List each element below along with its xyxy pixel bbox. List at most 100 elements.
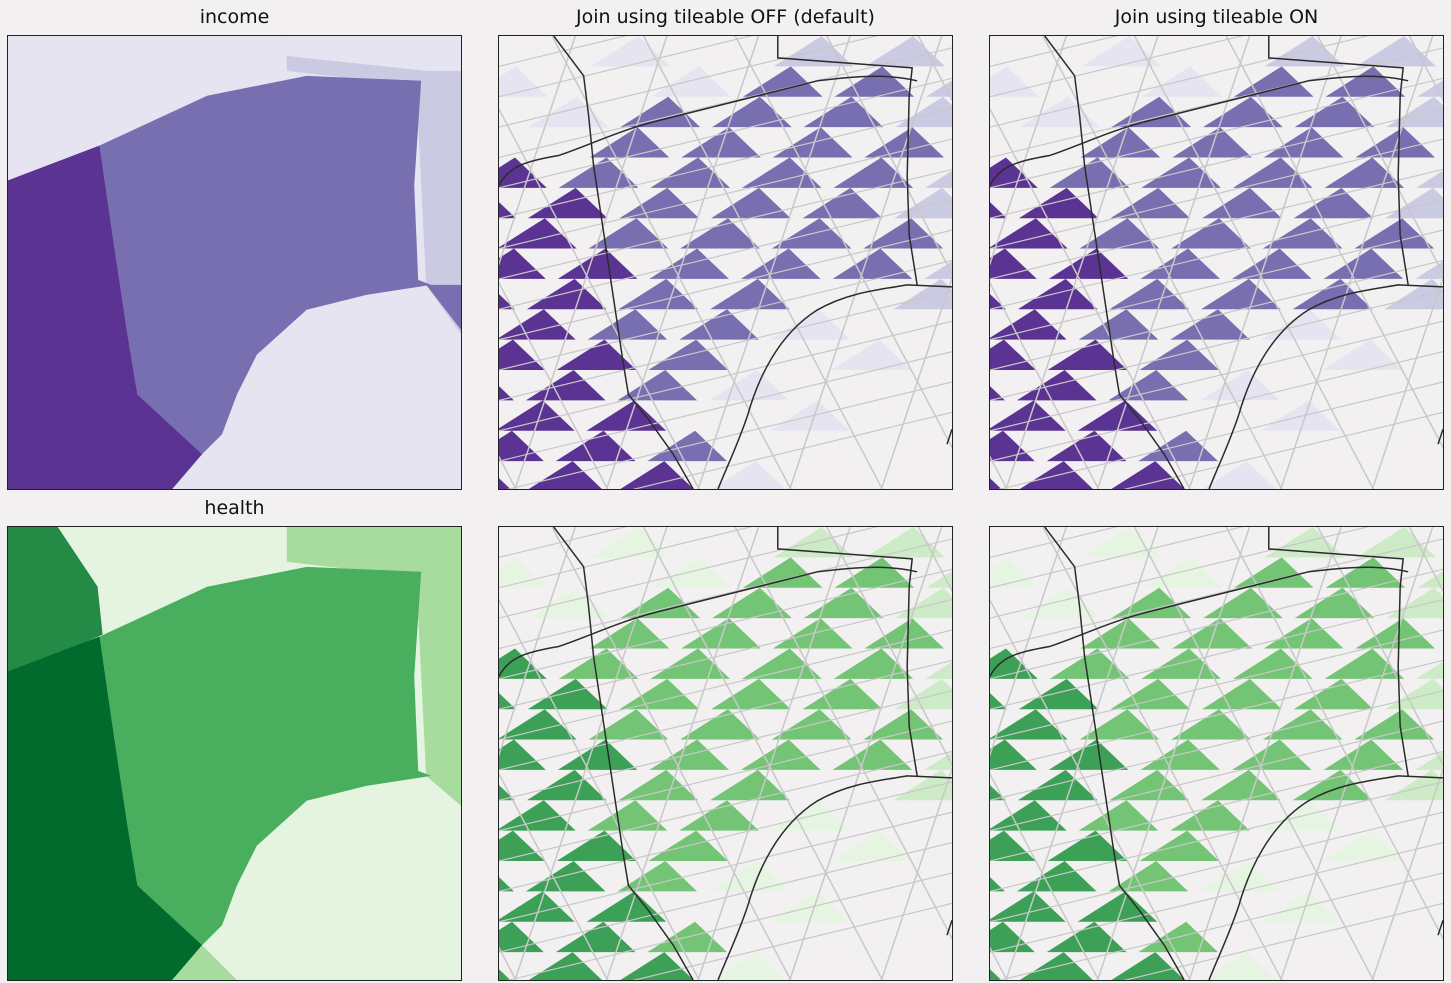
health-on-tile: [1047, 830, 1128, 862]
income-on-grid-line: [1188, 36, 1342, 489]
health-off-grid-line: [499, 772, 609, 980]
health-on-grid-line: [990, 527, 1119, 558]
income-on-road-line: [1044, 36, 1185, 489]
income-region-center: [99, 75, 432, 455]
income-off-tile: [620, 461, 694, 489]
income-off-tile: [557, 248, 638, 279]
health-on-tile: [1322, 830, 1403, 862]
health-on-tile: [1260, 891, 1341, 922]
health-off-tile: [499, 709, 577, 740]
income-off-tile: [711, 461, 786, 489]
health-on-tile: [1294, 587, 1375, 619]
health-off-tile: [525, 861, 606, 892]
health-off-tile: [527, 678, 608, 710]
health-on-grid-line: [990, 629, 1443, 741]
health-on-tile: [1172, 618, 1252, 649]
health-off-grid-line: [499, 568, 952, 680]
income-off-tile: [499, 339, 545, 371]
health-join-off-map: [498, 526, 953, 981]
income-off-road-line: [717, 284, 952, 489]
income-off-tile: [769, 400, 850, 431]
income-off-tile: [712, 96, 792, 128]
income-on-tile: [1356, 36, 1437, 67]
income-off-tile: [587, 309, 668, 340]
income-on-tile: [990, 339, 1036, 371]
health-off-road-line: [946, 920, 952, 936]
income-on-grid-line: [990, 281, 1100, 489]
health-off-tile: [555, 921, 636, 953]
health-off-tile: [499, 739, 546, 770]
health-off-tile: [802, 678, 883, 710]
income-off-tile: [619, 187, 700, 219]
health-on-grid-line: [990, 568, 1443, 680]
join-off-title: Join using tileable OFF (default): [576, 6, 875, 28]
health-off-road-line: [777, 527, 918, 777]
income-on-tile: [1109, 278, 1190, 310]
health-on-tile: [1291, 861, 1372, 892]
health-on-tile: [1169, 891, 1249, 922]
health-on-tile: [1017, 769, 1098, 801]
income-off-grid-line: [506, 381, 952, 489]
income-off-tile: [862, 309, 943, 340]
health-off-grid-line: [499, 811, 952, 923]
income-off-grid-line: [551, 36, 792, 489]
income-on-tile: [1111, 96, 1192, 128]
health-off-tile: [739, 830, 820, 862]
income-on-grid-line: [997, 381, 1443, 489]
health-off-grid-line: [514, 527, 668, 980]
health-off-tile: [801, 769, 882, 801]
income-on-road-line: [1437, 429, 1443, 445]
income-off-tile: [710, 278, 790, 310]
income-on-grid-line: [1280, 36, 1434, 489]
health-on-grid-line: [990, 781, 1443, 892]
income-on-tile: [1078, 309, 1159, 340]
health-off-grid-line: [499, 629, 952, 741]
income-off-tile: [526, 278, 607, 310]
income-off-tile: [831, 339, 912, 371]
income-off-grid-line: [499, 36, 577, 266]
tile-svg: [499, 527, 952, 980]
health-off-grid-line: [880, 767, 952, 980]
health-off-grid-line: [632, 902, 952, 980]
income-off-grid-line: [499, 290, 952, 401]
health-on-grid-line: [997, 872, 1443, 980]
income-off-tile: [499, 400, 575, 431]
health-off-tile: [556, 830, 637, 862]
income-off-tile: [679, 309, 759, 340]
health-on-grid-line: [1096, 527, 1251, 980]
health-off-grid-line: [642, 527, 884, 980]
health-on-tile: [1016, 861, 1097, 892]
income-map: [7, 35, 462, 490]
health-on-tile: [1356, 527, 1437, 558]
health-off-tile: [588, 709, 669, 740]
health-on-tile: [1415, 752, 1443, 770]
health-on-tile: [1079, 709, 1160, 740]
income-on-tile: [1322, 339, 1403, 371]
health-on-grid-line: [990, 659, 1443, 771]
income-off-grid-line: [499, 199, 952, 310]
health-map: [7, 526, 462, 981]
income-off-grid-line: [632, 411, 952, 489]
health-off-grid-line: [605, 527, 760, 980]
health-on-grid-line: [1005, 527, 1159, 980]
income-off-tile: [802, 187, 883, 219]
income-off-grid-line: [499, 320, 952, 432]
health-on-tile: [1111, 952, 1185, 980]
income-on-tile: [1229, 430, 1310, 462]
income-off-tile: [800, 370, 881, 401]
income-off-grid-line: [499, 108, 952, 219]
health-off-tile: [862, 800, 943, 831]
income-on-grid-line: [990, 320, 1443, 432]
income-on-grid-line: [990, 229, 1443, 341]
income-on-grid-line: [990, 77, 1443, 189]
health-on-tile: [1229, 921, 1310, 953]
income-on-grid-line: [990, 351, 1443, 462]
income-off-tile: [499, 478, 511, 489]
health-off-tile: [712, 587, 792, 619]
income-on-road-line: [1208, 284, 1443, 489]
income-on-tile: [1108, 370, 1189, 401]
income-off-grid-line: [499, 107, 700, 489]
income-on-tile: [1201, 278, 1281, 310]
income-on-tile: [1110, 187, 1191, 219]
income-on-tile: [1323, 248, 1404, 279]
